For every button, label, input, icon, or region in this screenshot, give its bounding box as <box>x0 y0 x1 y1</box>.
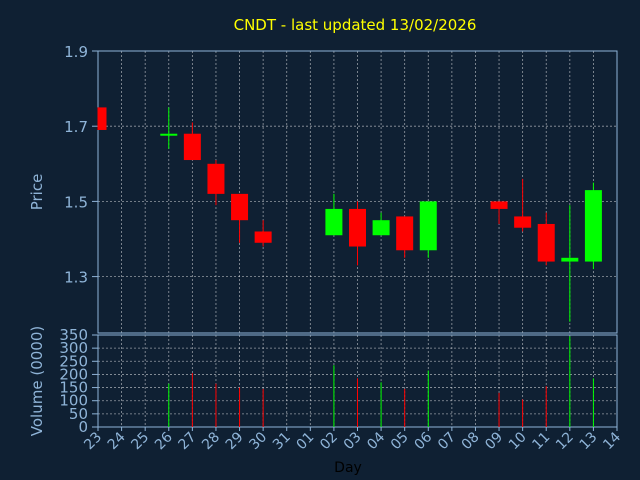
volume-y-tick-label: 0 <box>78 418 88 436</box>
price-axis-label: Price <box>28 174 46 211</box>
candle <box>349 201 366 266</box>
price-y-tick-label: 1.5 <box>64 193 88 211</box>
candle <box>254 220 272 247</box>
candle <box>490 201 508 224</box>
price-panel: 1.3 1.5 1.7 1.9 <box>64 43 618 334</box>
candle <box>514 178 532 232</box>
price-y-tick-label: 1.3 <box>64 269 88 287</box>
candle-body <box>254 231 272 243</box>
candle-body <box>325 208 343 236</box>
x-tick-labels: 23 24 25 26 27 28 29 30 31 01 02 03 04 05 06 07 08 09 10 11… <box>81 427 624 453</box>
candle-body <box>490 201 508 209</box>
price-y-tick-label: 1.9 <box>64 43 88 61</box>
volume-y-tick-label: 350 <box>59 326 88 344</box>
candle-body <box>349 208 366 247</box>
volume-y-tick-label: 50 <box>69 405 88 423</box>
candle <box>537 212 555 266</box>
x-axis-label: Day <box>334 460 362 476</box>
candle <box>160 107 178 149</box>
candle-body <box>98 107 107 130</box>
price-y-tick-label: 1.7 <box>64 118 88 136</box>
candle <box>183 122 201 161</box>
volume-axis-label: Volume (0000) <box>28 326 46 436</box>
candle <box>396 216 414 258</box>
candle-body <box>231 193 249 221</box>
volume-y-tick-label: 200 <box>59 365 88 383</box>
volume-y-tick-label: 100 <box>59 392 88 410</box>
candle-body <box>160 133 178 136</box>
volume-y-tick-label: 150 <box>59 379 88 397</box>
candle <box>325 193 343 236</box>
candle-body <box>183 133 201 161</box>
price-frame <box>97 50 618 334</box>
candle <box>419 201 437 258</box>
candle <box>561 205 579 322</box>
volume-y-tick-label: 300 <box>59 339 88 357</box>
volume-y-tick-label: 250 <box>59 352 88 370</box>
candle-body <box>514 216 532 228</box>
candle-body <box>561 257 579 262</box>
candle <box>97 107 107 130</box>
candle-body <box>372 220 390 236</box>
chart-title: CNDT - last updated 13/02/2026 <box>234 16 477 34</box>
candle <box>231 193 249 243</box>
candle <box>584 182 602 270</box>
candle <box>207 160 225 206</box>
candle-body <box>396 216 414 251</box>
candle-body <box>584 190 602 262</box>
candle <box>372 212 390 236</box>
candle-body <box>419 201 437 251</box>
candle-body <box>207 163 225 194</box>
candle-body <box>537 223 555 262</box>
